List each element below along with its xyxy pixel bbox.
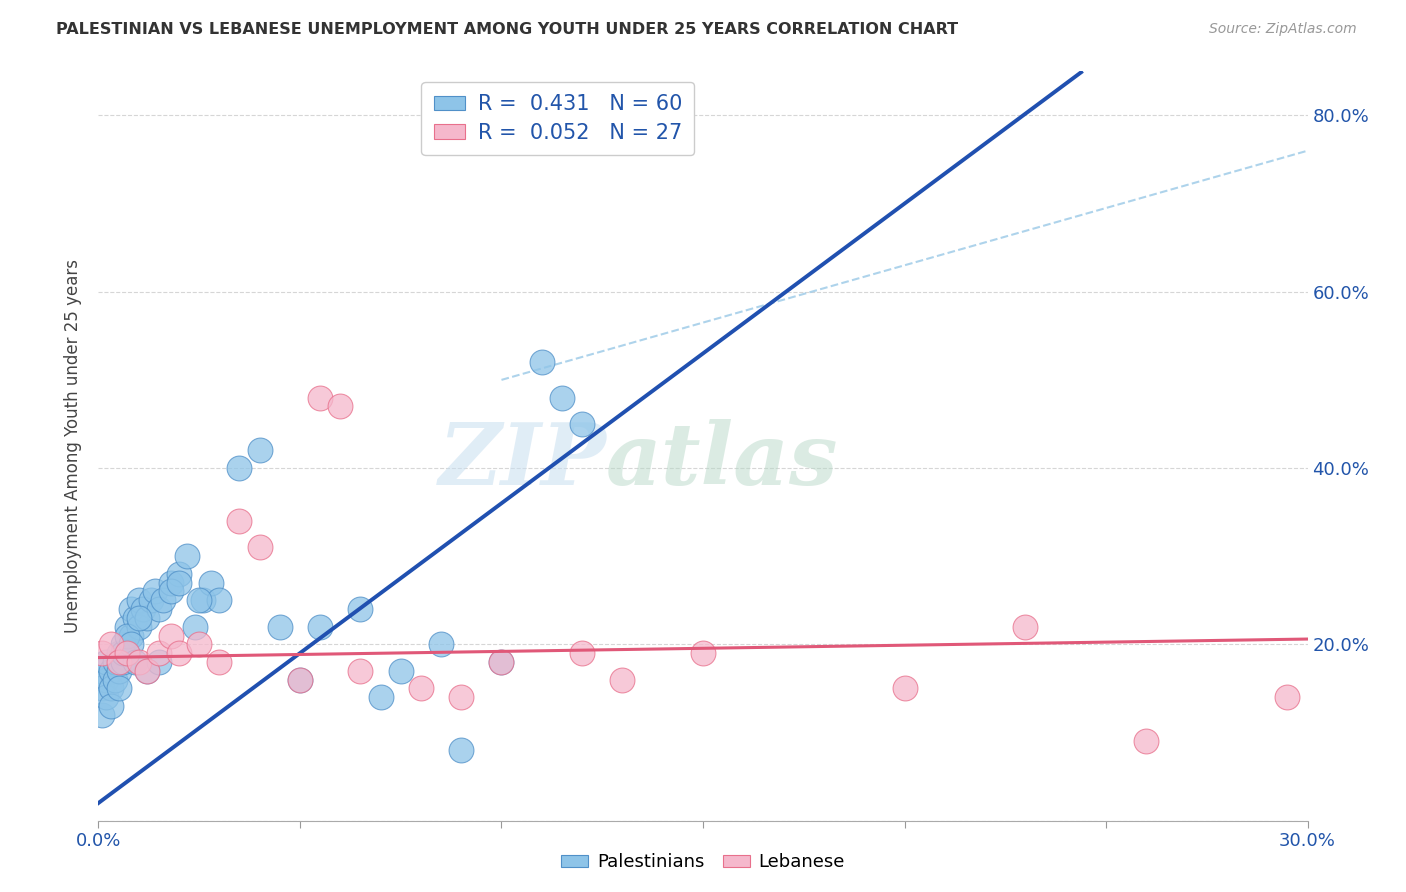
Point	[288, 673, 311, 687]
Point	[124, 611, 146, 625]
Point	[96, 655, 118, 669]
Point	[120, 628, 142, 642]
Point	[107, 681, 129, 696]
Point	[612, 673, 634, 687]
Point	[111, 646, 134, 660]
Legend: Palestinians, Lebanese: Palestinians, Lebanese	[554, 847, 852, 879]
Point	[100, 637, 122, 651]
Point	[100, 681, 122, 696]
Point	[107, 655, 129, 669]
Point	[1135, 734, 1157, 748]
Point	[143, 584, 166, 599]
Point	[139, 593, 162, 607]
Point	[269, 620, 291, 634]
Point	[115, 628, 138, 642]
Point	[107, 646, 129, 660]
Point	[551, 391, 574, 405]
Legend: R =  0.431   N = 60, R =  0.052   N = 27: R = 0.431 N = 60, R = 0.052 N = 27	[422, 82, 695, 155]
Point	[148, 602, 170, 616]
Point	[450, 743, 472, 757]
Point	[107, 664, 129, 678]
Point	[530, 355, 553, 369]
Text: PALESTINIAN VS LEBANESE UNEMPLOYMENT AMONG YOUTH UNDER 25 YEARS CORRELATION CHAR: PALESTINIAN VS LEBANESE UNEMPLOYMENT AMO…	[56, 22, 959, 37]
Text: atlas: atlas	[606, 419, 839, 503]
Point	[115, 646, 138, 660]
Point	[167, 566, 190, 581]
Point	[193, 593, 215, 607]
Point	[148, 646, 170, 660]
Point	[111, 637, 134, 651]
Point	[228, 461, 250, 475]
Point	[430, 637, 453, 651]
Point	[103, 655, 125, 669]
Point	[1277, 690, 1299, 705]
Point	[491, 655, 513, 669]
Point	[91, 681, 114, 696]
Point	[91, 664, 114, 678]
Point	[91, 646, 114, 660]
Point	[228, 514, 250, 528]
Point	[120, 602, 142, 616]
Point	[188, 637, 211, 651]
Point	[1014, 620, 1036, 634]
Text: ZIP: ZIP	[439, 419, 606, 503]
Point	[111, 655, 134, 669]
Point	[115, 646, 138, 660]
Point	[208, 655, 231, 669]
Point	[571, 417, 593, 431]
Point	[184, 620, 207, 634]
Point	[167, 646, 190, 660]
Point	[389, 664, 412, 678]
Point	[491, 655, 513, 669]
Y-axis label: Unemployment Among Youth under 25 years: Unemployment Among Youth under 25 years	[65, 259, 83, 633]
Point	[135, 664, 157, 678]
Point	[160, 628, 183, 642]
Point	[128, 655, 150, 669]
Point	[309, 391, 332, 405]
Point	[409, 681, 432, 696]
Point	[200, 575, 222, 590]
Point	[160, 584, 183, 599]
Point	[148, 655, 170, 669]
Point	[176, 549, 198, 564]
Point	[349, 602, 371, 616]
Point	[128, 620, 150, 634]
Point	[120, 637, 142, 651]
Point	[128, 611, 150, 625]
Point	[249, 541, 271, 555]
Point	[370, 690, 392, 705]
Point	[128, 593, 150, 607]
Point	[349, 664, 371, 678]
Point	[135, 664, 157, 678]
Point	[571, 646, 593, 660]
Point	[692, 646, 714, 660]
Point	[893, 681, 915, 696]
Point	[329, 400, 352, 414]
Point	[288, 673, 311, 687]
Point	[100, 664, 122, 678]
Point	[100, 699, 122, 714]
Point	[91, 707, 114, 722]
Point	[450, 690, 472, 705]
Point	[96, 690, 118, 705]
Point	[135, 611, 157, 625]
Point	[309, 620, 332, 634]
Point	[208, 593, 231, 607]
Point	[249, 443, 271, 458]
Point	[132, 602, 155, 616]
Point	[96, 673, 118, 687]
Text: Source: ZipAtlas.com: Source: ZipAtlas.com	[1209, 22, 1357, 37]
Point	[124, 655, 146, 669]
Point	[167, 575, 190, 590]
Point	[188, 593, 211, 607]
Point	[152, 593, 174, 607]
Point	[103, 673, 125, 687]
Point	[115, 620, 138, 634]
Point	[160, 575, 183, 590]
